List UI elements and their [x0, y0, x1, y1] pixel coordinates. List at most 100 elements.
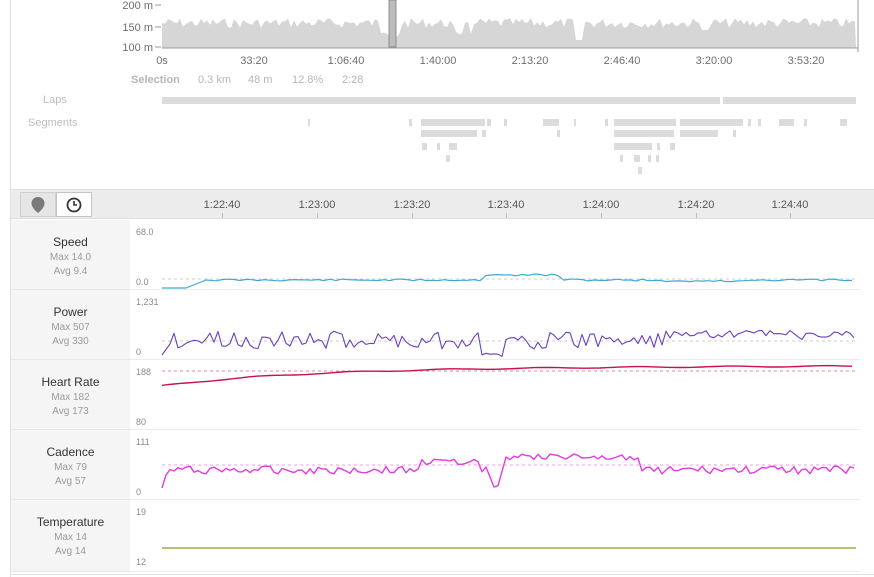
- stream-chart-speed[interactable]: [130, 220, 860, 290]
- segment-bar[interactable]: [779, 119, 794, 126]
- segment-bar[interactable]: [421, 119, 485, 126]
- stream-y-min: 12: [136, 557, 147, 567]
- stream-toolbar: [11, 189, 874, 219]
- time-axis-tick: [412, 213, 413, 218]
- selection-time: 2:28: [342, 74, 364, 86]
- laps-label: Laps: [43, 94, 67, 106]
- time-axis-label: 1:24:20: [677, 199, 715, 211]
- stream-avg: Avg 57: [55, 476, 86, 487]
- segment-bar[interactable]: [422, 143, 427, 150]
- time-axis-tick: [696, 213, 697, 218]
- time-axis-label: 1:23:00: [298, 199, 336, 211]
- panel-bottom-border: [11, 574, 874, 575]
- segment-bar[interactable]: [449, 143, 457, 150]
- stream-name: Power: [53, 305, 88, 319]
- stream-chart-cadence[interactable]: [130, 430, 860, 500]
- stream-y-max: 19: [136, 507, 147, 517]
- stream-chart-heart-rate[interactable]: [130, 360, 860, 430]
- time-axis-tick: [790, 213, 791, 218]
- map-view-button[interactable]: [20, 192, 56, 217]
- stream-chart-power[interactable]: [130, 290, 860, 360]
- elevation-x-label: 3:20:00: [695, 55, 733, 67]
- stream-max: Max 79: [54, 462, 87, 473]
- cadence-line: [161, 453, 855, 489]
- time-axis-label: 1:22:40: [203, 199, 241, 211]
- segments-label: Segments: [28, 117, 78, 129]
- segment-bar[interactable]: [680, 119, 743, 126]
- time-axis-tick: [506, 213, 507, 218]
- stream-avg: Avg 330: [52, 336, 89, 347]
- segment-bar[interactable]: [446, 155, 450, 162]
- elevation-x-label: 1:40:00: [419, 55, 457, 67]
- selection-title: Selection: [131, 74, 180, 86]
- stream-max: Max 507: [51, 322, 90, 333]
- lap-bar[interactable]: [723, 97, 856, 104]
- segment-bar[interactable]: [804, 119, 807, 126]
- stream-chart-temperature[interactable]: [130, 500, 860, 572]
- stream-max: Max 182: [51, 392, 90, 403]
- segment-bar[interactable]: [758, 119, 761, 126]
- elevation-y-label: 150 m: [122, 22, 153, 34]
- segment-bar[interactable]: [409, 119, 412, 126]
- stream-label-heart-rate: Heart Rate Max 182 Avg 173: [11, 360, 130, 430]
- time-view-button[interactable]: [56, 192, 92, 217]
- segment-bar[interactable]: [543, 119, 559, 126]
- selection-grade: 12.8%: [292, 74, 324, 86]
- segment-bar[interactable]: [657, 143, 660, 150]
- selection-handle[interactable]: [388, 0, 397, 48]
- segment-bar[interactable]: [605, 119, 608, 126]
- stream-y-max: 68.0: [136, 227, 154, 237]
- stream-label-temperature: Temperature Max 14 Avg 14: [11, 500, 130, 572]
- segment-bar[interactable]: [437, 143, 440, 150]
- stream-avg: Avg 173: [52, 406, 89, 417]
- stream-label-cadence: Cadence Max 79 Avg 57: [11, 430, 130, 500]
- time-axis-label: 1:23:20: [393, 199, 431, 211]
- segment-bar[interactable]: [557, 130, 560, 137]
- stream-y-max: 111: [136, 437, 150, 447]
- segment-bar[interactable]: [638, 167, 642, 174]
- elevation-x-label: 33:20: [240, 55, 268, 67]
- stream-max: Max 14.0: [49, 252, 92, 263]
- selection-distance: 0.3 km: [198, 74, 232, 86]
- stream-y-min: 0: [136, 487, 142, 497]
- stream-y-min: 80: [136, 417, 147, 427]
- segment-bar[interactable]: [840, 119, 847, 126]
- time-axis-label: 1:24:40: [771, 199, 809, 211]
- segment-bar[interactable]: [421, 130, 477, 137]
- segment-bar[interactable]: [308, 119, 310, 126]
- selection-elevation: 48 m: [248, 74, 273, 86]
- segment-bar[interactable]: [574, 119, 576, 126]
- segment-bar[interactable]: [614, 130, 674, 137]
- elevation-x-label: 2:46:40: [603, 55, 641, 67]
- segment-bar[interactable]: [614, 119, 676, 126]
- segment-bar[interactable]: [670, 143, 675, 150]
- elevation-x-label: 2:13:20: [511, 55, 549, 67]
- stream-y-min: 0.0: [136, 277, 149, 287]
- segment-bar[interactable]: [748, 119, 751, 126]
- time-axis-tick: [317, 213, 318, 218]
- clock-icon: [66, 197, 82, 212]
- stream-label-power: Power Max 507 Avg 330: [11, 290, 130, 360]
- segment-bar[interactable]: [656, 155, 659, 162]
- lap-bar[interactable]: [162, 97, 720, 104]
- segment-bar[interactable]: [504, 119, 507, 126]
- stream-label-speed: Speed Max 14.0 Avg 9.4: [11, 220, 130, 290]
- speed-line: [162, 273, 853, 289]
- elevation-x-label: 1:06:40: [327, 55, 365, 67]
- elevation-area: [162, 18, 856, 48]
- stream-name: Speed: [53, 235, 88, 249]
- segment-bar[interactable]: [614, 143, 652, 150]
- segment-bar[interactable]: [482, 130, 486, 137]
- segment-bar[interactable]: [648, 155, 651, 162]
- stream-y-min: 0: [136, 347, 142, 357]
- segment-bar[interactable]: [487, 119, 491, 126]
- heart-rate-line: [161, 364, 853, 387]
- time-axis-tick: [222, 213, 223, 218]
- segment-bar[interactable]: [680, 130, 718, 137]
- segment-bar[interactable]: [733, 130, 736, 137]
- stream-avg: Avg 9.4: [53, 266, 88, 277]
- segment-bar[interactable]: [634, 155, 640, 162]
- segment-bar[interactable]: [620, 155, 623, 162]
